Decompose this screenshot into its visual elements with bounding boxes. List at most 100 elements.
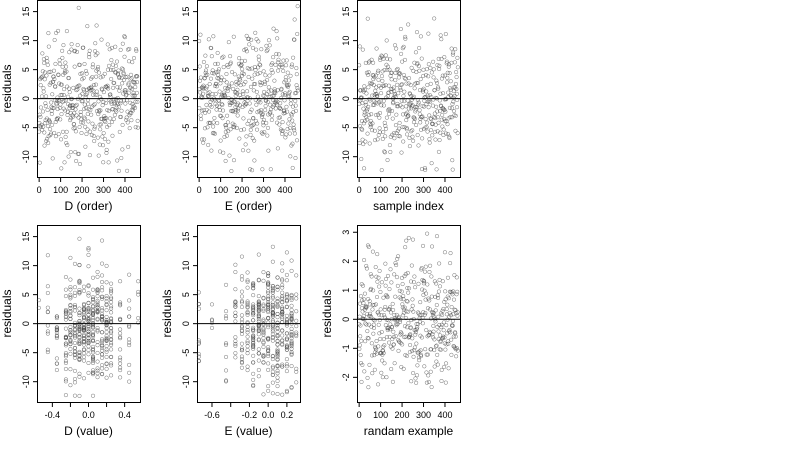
data-point (380, 358, 385, 363)
data-point (114, 59, 120, 64)
data-point (72, 49, 77, 54)
data-point (81, 342, 87, 347)
data-point (95, 317, 100, 322)
data-point (257, 62, 262, 67)
data-point (122, 77, 127, 82)
data-point (394, 275, 400, 280)
data-point (291, 55, 296, 60)
data-point (100, 285, 105, 290)
data-point (293, 108, 298, 113)
data-point (53, 134, 58, 139)
data-point (54, 102, 59, 107)
data-point (289, 64, 294, 69)
data-point (245, 301, 250, 306)
data-point (276, 52, 281, 57)
data-point (441, 106, 446, 111)
data-point (455, 55, 460, 60)
data-point (428, 369, 433, 374)
data-point (284, 336, 289, 341)
data-point (443, 380, 448, 385)
data-point (392, 136, 397, 141)
data-point (43, 94, 49, 99)
data-point (258, 83, 263, 88)
y-tick-label: -10 (341, 150, 351, 163)
data-point (130, 108, 135, 113)
data-point (204, 102, 209, 107)
data-point (279, 62, 284, 67)
data-point (453, 128, 458, 133)
data-point (45, 59, 50, 64)
data-point (261, 278, 266, 283)
data-point (261, 295, 266, 300)
data-point (247, 66, 252, 72)
data-point (436, 85, 441, 90)
data-point (250, 76, 255, 81)
data-point (48, 80, 53, 85)
data-point (96, 64, 101, 70)
data-point (430, 312, 435, 317)
data-point (239, 304, 244, 310)
data-point (126, 144, 131, 149)
data-point (54, 325, 59, 330)
x-tick-label: 400 (437, 410, 452, 420)
data-point (245, 270, 250, 275)
data-point (372, 367, 377, 372)
data-point (63, 326, 68, 331)
data-point (79, 130, 84, 136)
data-point (406, 22, 411, 27)
data-point (434, 343, 439, 348)
data-point (294, 72, 299, 77)
data-point (201, 59, 206, 65)
data-point (240, 148, 246, 153)
data-point (450, 167, 455, 172)
data-point (453, 47, 458, 52)
data-point (436, 295, 441, 300)
data-point (372, 93, 377, 98)
data-point (110, 107, 115, 112)
data-point (68, 341, 73, 346)
data-point (452, 60, 457, 65)
data-point (450, 101, 455, 107)
data-point (376, 275, 381, 280)
data-point (95, 305, 100, 310)
data-point (120, 81, 125, 86)
data-point (434, 167, 439, 172)
data-point (125, 120, 130, 125)
data-point (437, 98, 442, 103)
data-point (261, 354, 266, 359)
data-point (280, 364, 285, 369)
data-point (421, 292, 426, 298)
data-point (104, 326, 109, 331)
data-point (357, 141, 362, 146)
data-point (51, 79, 56, 84)
data-point (280, 277, 285, 282)
data-point (439, 378, 444, 384)
data-point (440, 91, 446, 96)
data-point (206, 142, 211, 147)
data-point (275, 351, 280, 356)
data-point (53, 61, 58, 66)
data-point (455, 310, 460, 315)
point-layer (196, 244, 299, 397)
data-point (127, 314, 132, 319)
data-point (260, 120, 266, 125)
data-point (275, 302, 280, 307)
data-point (115, 95, 120, 101)
data-point (90, 368, 96, 373)
data-point (396, 316, 401, 321)
data-point (81, 302, 87, 308)
data-point (88, 88, 93, 93)
data-point (388, 267, 393, 272)
y-tick-label: 10 (21, 36, 31, 46)
data-point (212, 97, 217, 102)
data-point (245, 330, 250, 335)
x-axis-label: sample index (373, 199, 444, 213)
data-point (270, 329, 275, 334)
data-point (261, 302, 266, 307)
data-point (365, 329, 370, 334)
data-point (397, 72, 402, 77)
data-point (362, 166, 367, 171)
data-point (394, 46, 399, 51)
data-point (100, 238, 105, 243)
data-point (408, 279, 414, 284)
